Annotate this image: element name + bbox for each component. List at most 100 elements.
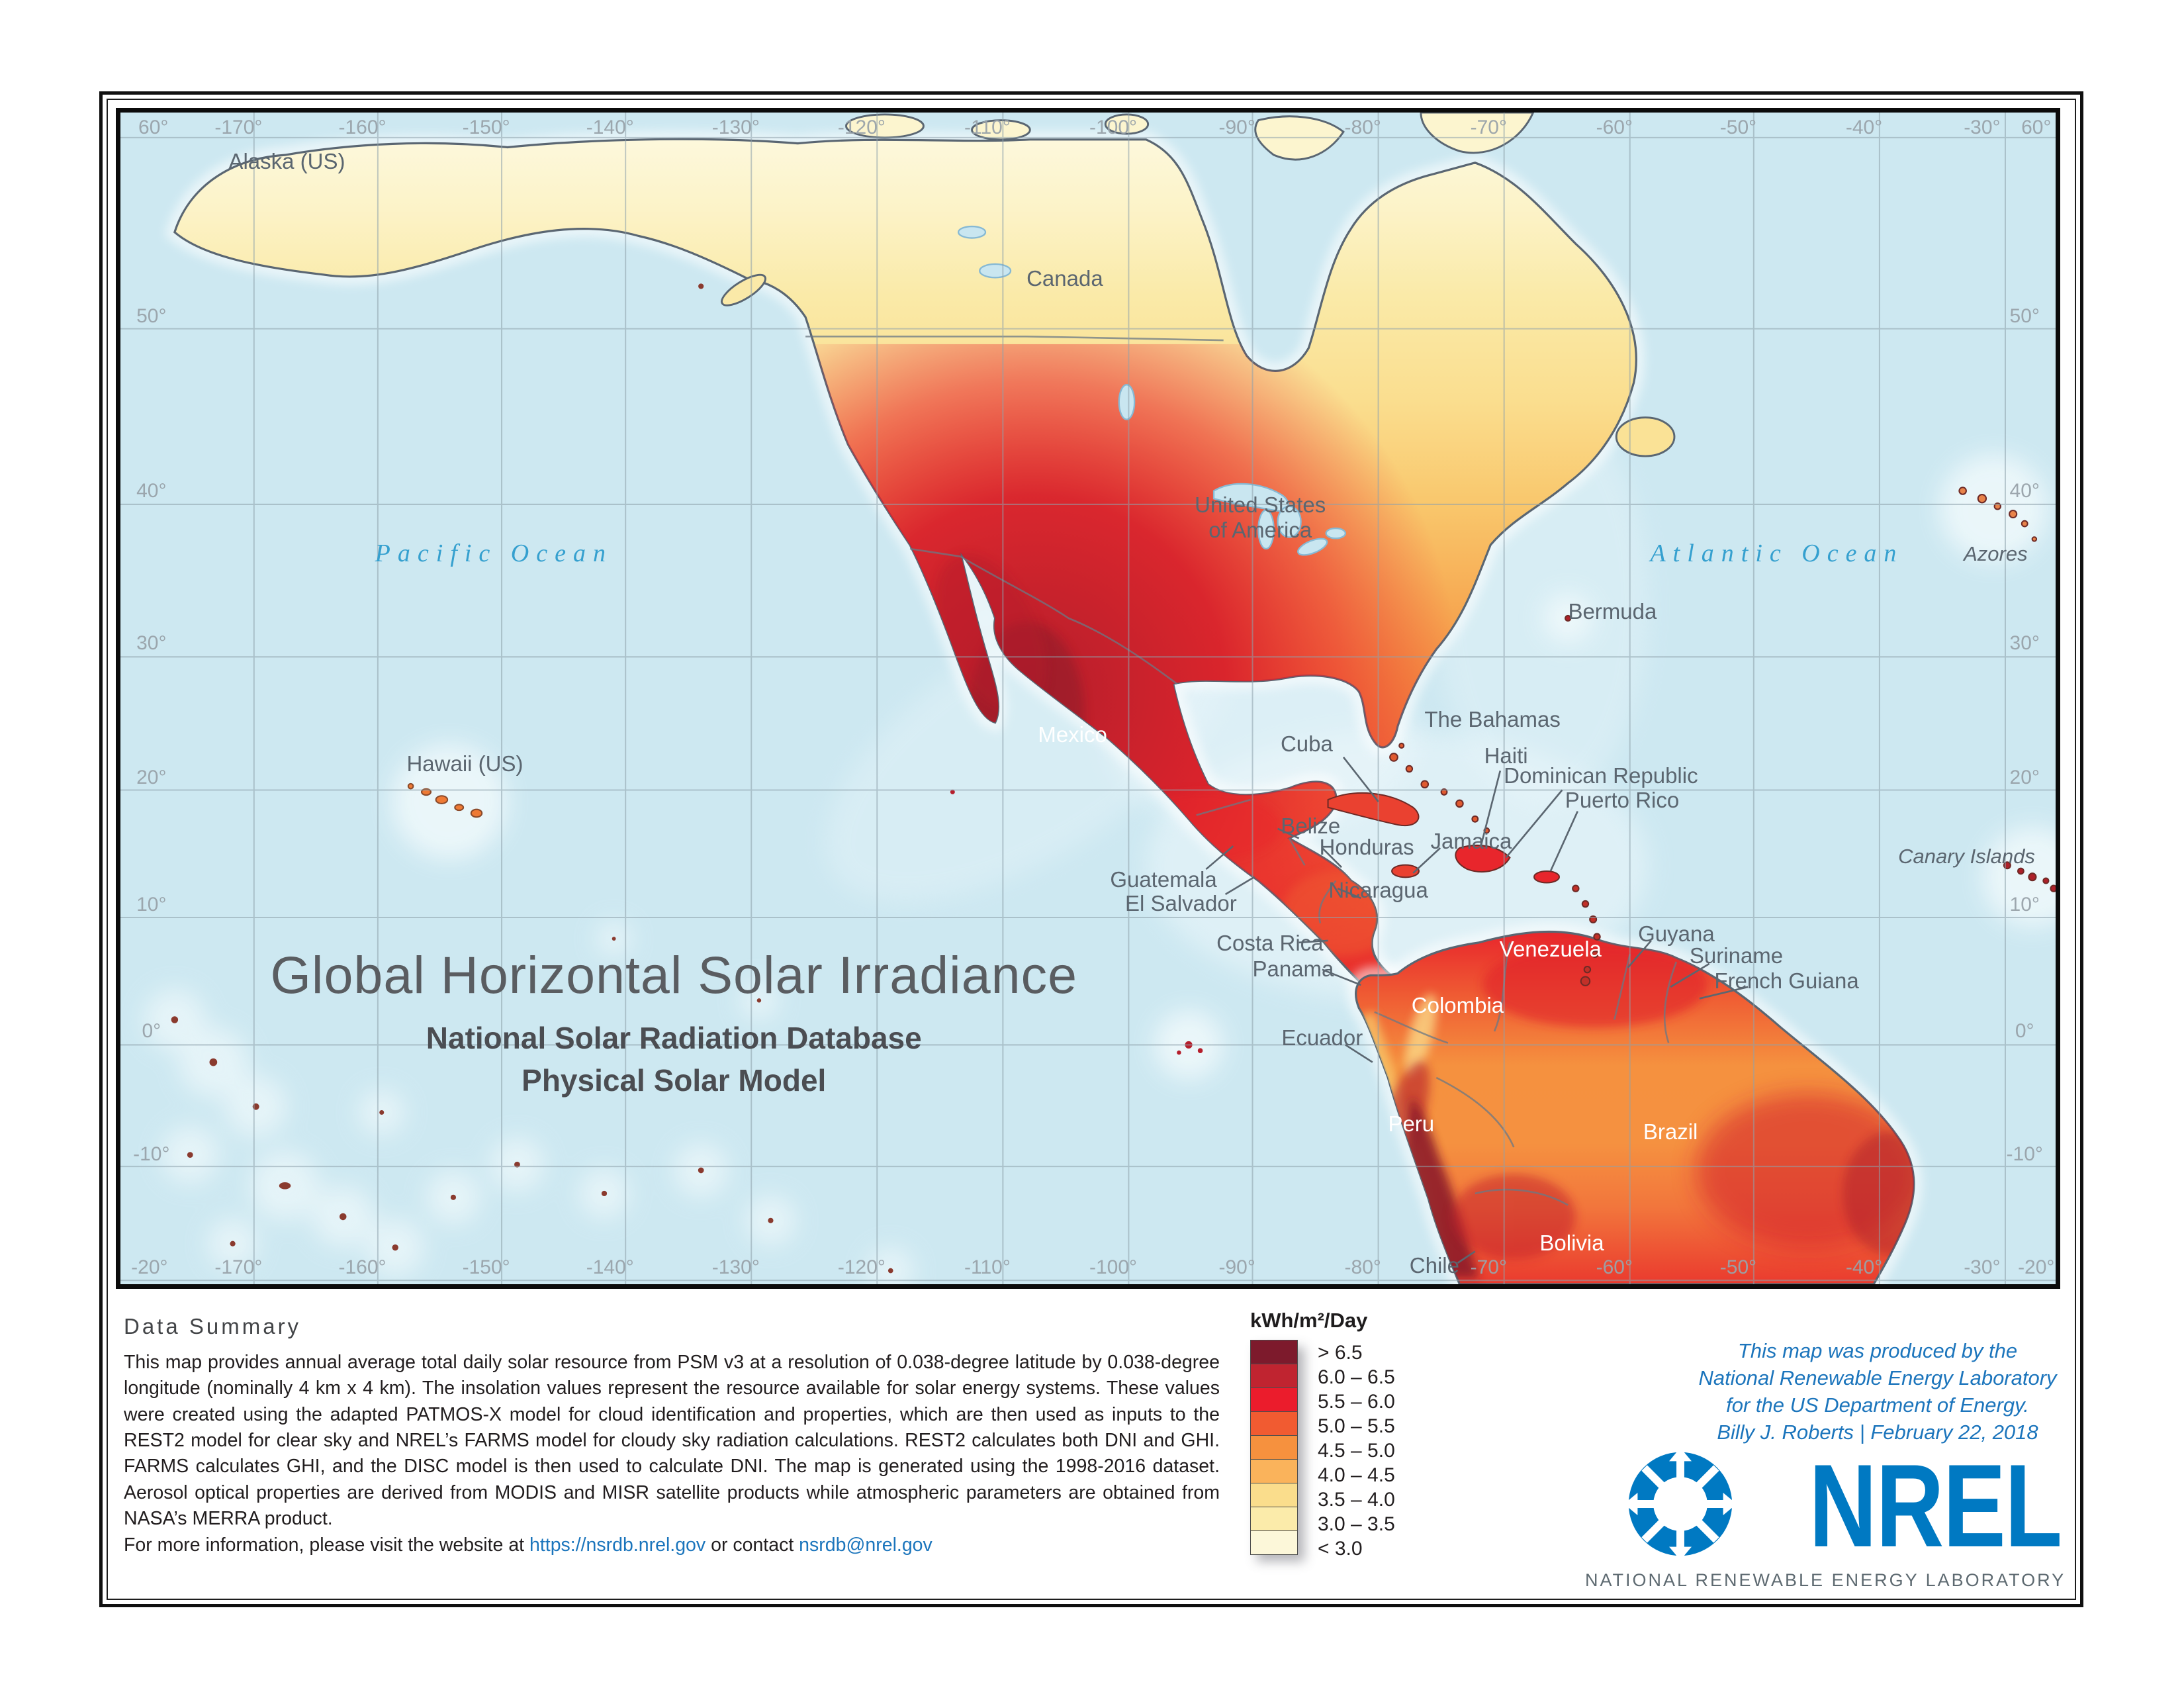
legend-swatch	[1250, 1483, 1298, 1507]
tick-label: -160°	[338, 1256, 387, 1279]
legend-swatch	[1250, 1530, 1298, 1555]
tick-label: -10°	[133, 1143, 170, 1165]
nrel-wordmark: NREL	[1809, 1439, 2063, 1571]
tick-label: -40°	[1845, 117, 1883, 138]
legend-label: < 3.0	[1318, 1538, 1363, 1560]
tick-label: 50°	[2009, 305, 2040, 327]
solar-irradiance-map: Alaska (US) Canada United States of Americ…	[116, 108, 2060, 1289]
tick-label: -60°	[1596, 117, 1633, 138]
tick-label: -170°	[214, 1256, 263, 1279]
legend-swatch	[1250, 1411, 1298, 1436]
more-info-line: For more information, please visit the w…	[124, 1534, 1220, 1556]
tick-label: -160°	[338, 117, 387, 138]
legend-swatch	[1250, 1340, 1298, 1364]
tick-label: 50°	[136, 305, 167, 327]
nrel-tagline: NATIONAL RENEWABLE ENERGY LABORATORY	[1585, 1570, 2066, 1590]
map-subtitle-database: National Solar Radiation Database	[426, 1020, 922, 1055]
tick-label: -110°	[964, 117, 1011, 138]
nrel-logo-row: NREL	[1585, 1439, 2063, 1571]
tick-label: -50°	[1719, 117, 1757, 138]
legend-swatches	[1250, 1340, 1298, 1555]
tick-label: -20°	[131, 1256, 168, 1279]
legend-label: 5.5 – 6.0	[1318, 1391, 1395, 1413]
tick-label: -80°	[1344, 117, 1381, 138]
page-frame-inner: Alaska (US) Canada United States of Americ…	[107, 99, 2076, 1600]
map-subtitle-model: Physical Solar Model	[522, 1062, 827, 1098]
tick-label: -170°	[214, 117, 263, 138]
tick-label: -70°	[1470, 1256, 1507, 1279]
tick-label: -120°	[837, 1256, 886, 1279]
data-summary-heading: Data Summary	[124, 1314, 302, 1338]
tick-label: -130°	[711, 1256, 760, 1279]
tick-label: 0°	[2015, 1019, 2034, 1042]
tick-label: 60°	[2021, 117, 2052, 138]
country-borders	[805, 335, 1678, 1206]
more-info-prefix: For more information, please visit the w…	[124, 1534, 530, 1556]
legend-label: 4.0 – 4.5	[1318, 1464, 1395, 1486]
tick-label: 60°	[138, 117, 169, 138]
tick-label: 20°	[136, 767, 167, 789]
legend-label: 5.0 – 5.5	[1318, 1415, 1395, 1437]
tick-label: -40°	[1845, 1256, 1883, 1279]
credit-line: This map was produced by the	[1737, 1339, 2018, 1362]
legend-swatch	[1250, 1387, 1298, 1412]
legend-label: 3.0 – 3.5	[1318, 1513, 1395, 1535]
more-info-middle: or contact	[705, 1534, 799, 1556]
bottom-panel: Data Summary This map provides annual av…	[117, 1303, 2066, 1595]
tick-label: -80°	[1344, 1256, 1381, 1279]
nrel-logo-block: NREL NATIONAL RENEWABLE ENERGY LABORATOR…	[1585, 1439, 2066, 1591]
production-credits: This map was produced by the National Ren…	[1653, 1338, 2103, 1446]
tick-label: -110°	[964, 1256, 1011, 1279]
page-frame: Alaska (US) Canada United States of Americ…	[99, 91, 2083, 1607]
graticule	[120, 113, 2056, 1284]
landmass-south-america	[1356, 931, 1940, 1284]
arctic-islands	[721, 113, 1676, 457]
nrel-logo-icon	[1624, 1448, 1737, 1564]
tick-label: -50°	[1719, 1256, 1757, 1279]
tick-label: 40°	[136, 479, 167, 502]
tick-label: 20°	[2009, 767, 2040, 789]
map-artwork	[120, 113, 2056, 1284]
legend-swatch	[1250, 1364, 1298, 1388]
credit-line: for the US Department of Energy.	[1726, 1393, 2029, 1417]
tick-label: -150°	[462, 1256, 510, 1279]
legend-labels: > 6.5 6.0 – 6.5 5.5 – 6.0 5.0 – 5.5 4.5 – 5.…	[1298, 1340, 1395, 1561]
tick-label: 10°	[2009, 893, 2040, 915]
map-title: Global Horizontal Solar Irradiance	[270, 945, 1078, 1004]
nsrdb-email-link[interactable]: nsrdb@nrel.gov	[799, 1534, 933, 1556]
tick-label: -140°	[586, 117, 634, 138]
legend-swatch	[1250, 1435, 1298, 1460]
tick-label: -70°	[1470, 117, 1507, 138]
tick-label: 40°	[2009, 479, 2040, 502]
tick-label: -90°	[1218, 1256, 1255, 1279]
tick-label: -30°	[1964, 1256, 2001, 1279]
nsrdb-website-link[interactable]: https://nsrdb.nrel.gov	[529, 1534, 706, 1556]
tick-label: 10°	[136, 893, 167, 915]
credit-line: Billy J. Roberts | February 22, 2018	[1717, 1420, 2038, 1444]
legend-label: 4.5 – 5.0	[1318, 1440, 1395, 1462]
tick-label: -130°	[711, 117, 760, 138]
credit-line: National Renewable Energy Laboratory	[1698, 1366, 2057, 1389]
legend-body: > 6.5 6.0 – 6.5 5.5 – 6.0 5.0 – 5.5 4.5 – 5.…	[1250, 1340, 1475, 1561]
map-title-block: Global Horizontal Solar Irradiance Natio…	[177, 945, 1170, 1098]
legend-label: 6.0 – 6.5	[1318, 1366, 1395, 1388]
legend: kWh/m²/Day > 6.5 6.0 – 6.5 5.5 – 6.0 5.0 – …	[1250, 1309, 1475, 1561]
legend-title: kWh/m²/Day	[1250, 1309, 1368, 1332]
legend-label: 3.5 – 4.0	[1318, 1489, 1395, 1511]
label-leader-lines	[1205, 757, 1749, 1264]
tick-label: -100°	[1089, 1256, 1138, 1279]
tick-label: -120°	[837, 117, 886, 138]
tick-label: -30°	[1964, 117, 2001, 138]
tick-label: 30°	[2009, 632, 2040, 654]
legend-label: > 6.5	[1318, 1342, 1363, 1364]
tick-label: 0°	[142, 1019, 161, 1042]
tick-label: -20°	[2018, 1256, 2055, 1279]
pacific-islands	[171, 283, 1203, 1274]
tick-label: -150°	[462, 117, 510, 138]
tick-label: -10°	[2006, 1143, 2043, 1165]
tick-label: 30°	[136, 632, 167, 654]
legend-swatch	[1250, 1507, 1298, 1531]
legend-swatch	[1250, 1459, 1298, 1483]
tick-label: -60°	[1596, 1256, 1633, 1279]
